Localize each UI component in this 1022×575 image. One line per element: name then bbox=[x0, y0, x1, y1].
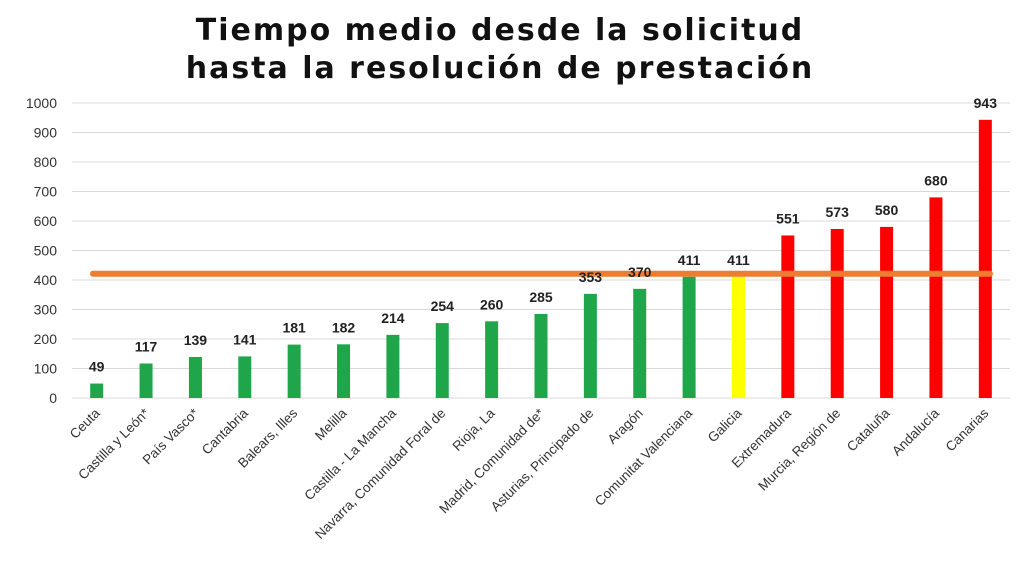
data-label: 551 bbox=[776, 210, 800, 226]
chart-title: Tiempo medio desde la solicitud hasta la… bbox=[0, 12, 1000, 88]
bar bbox=[781, 235, 795, 398]
chart-title-line-2: hasta la resolución de prestación bbox=[185, 51, 815, 86]
x-tick-label: Andalucía bbox=[889, 405, 942, 458]
data-label: 411 bbox=[727, 252, 750, 268]
y-tick-label: 200 bbox=[34, 331, 58, 347]
y-tick-label: 100 bbox=[34, 361, 58, 377]
bar bbox=[682, 276, 696, 398]
data-label: 181 bbox=[282, 320, 306, 336]
data-label: 117 bbox=[135, 338, 158, 354]
data-label: 573 bbox=[826, 204, 850, 220]
x-tick-label: Murcia, Región de bbox=[755, 406, 843, 494]
data-label: 285 bbox=[529, 289, 553, 305]
x-tick-label: Cataluña bbox=[844, 405, 893, 454]
bar bbox=[238, 356, 252, 398]
data-label: 943 bbox=[974, 95, 998, 111]
bar bbox=[534, 313, 548, 398]
y-tick-label: 400 bbox=[34, 272, 58, 288]
bar bbox=[583, 293, 597, 398]
x-tick-label: Galicia bbox=[705, 405, 745, 445]
bar bbox=[435, 323, 449, 398]
bar bbox=[139, 363, 153, 398]
y-tick-label: 0 bbox=[49, 390, 57, 406]
x-tick-label: Asturias, Principado de bbox=[488, 406, 597, 515]
x-tick-label: Aragón bbox=[604, 406, 645, 447]
data-label: 580 bbox=[875, 202, 899, 218]
y-tick-label: 900 bbox=[34, 125, 58, 141]
bar bbox=[633, 288, 647, 398]
bar bbox=[485, 321, 499, 398]
x-tick-label: Castilla - La Mancha bbox=[301, 405, 399, 503]
y-tick-label: 700 bbox=[34, 184, 58, 200]
y-tick-label: 800 bbox=[34, 154, 58, 170]
data-label: 141 bbox=[233, 331, 257, 347]
y-tick-label: 300 bbox=[34, 302, 58, 318]
bar bbox=[929, 197, 943, 398]
data-label: 260 bbox=[480, 296, 504, 312]
data-label: 139 bbox=[184, 332, 208, 348]
bar bbox=[337, 344, 351, 398]
bar bbox=[880, 226, 894, 398]
x-tick-label: Ceuta bbox=[67, 405, 103, 441]
bar bbox=[287, 344, 301, 398]
y-tick-label: 1000 bbox=[26, 95, 57, 111]
data-label: 254 bbox=[431, 298, 455, 314]
bar bbox=[830, 228, 844, 398]
x-tick-label: Canarias bbox=[943, 405, 992, 454]
data-label: 353 bbox=[579, 269, 603, 285]
data-label: 49 bbox=[89, 359, 105, 375]
data-label: 370 bbox=[628, 264, 652, 280]
x-tick-label: Comunitat Valenciana bbox=[592, 405, 696, 509]
x-tick-label: Rioja, La bbox=[449, 405, 498, 454]
bar bbox=[731, 276, 745, 398]
x-tick-label: Cantabria bbox=[199, 405, 251, 457]
data-label: 182 bbox=[332, 319, 356, 335]
chart-title-line-1: Tiempo medio desde la solicitud bbox=[195, 13, 805, 48]
gridlines bbox=[72, 102, 1010, 399]
data-label: 411 bbox=[678, 252, 701, 268]
x-tick-label: Melilla bbox=[312, 405, 350, 443]
bar bbox=[188, 356, 202, 398]
data-label: 680 bbox=[924, 172, 948, 188]
data-label: 214 bbox=[381, 310, 405, 326]
bar bbox=[90, 383, 104, 398]
bar bbox=[386, 334, 400, 398]
bar bbox=[978, 119, 992, 398]
y-tick-label: 500 bbox=[34, 243, 58, 259]
y-tick-label: 600 bbox=[34, 213, 58, 229]
